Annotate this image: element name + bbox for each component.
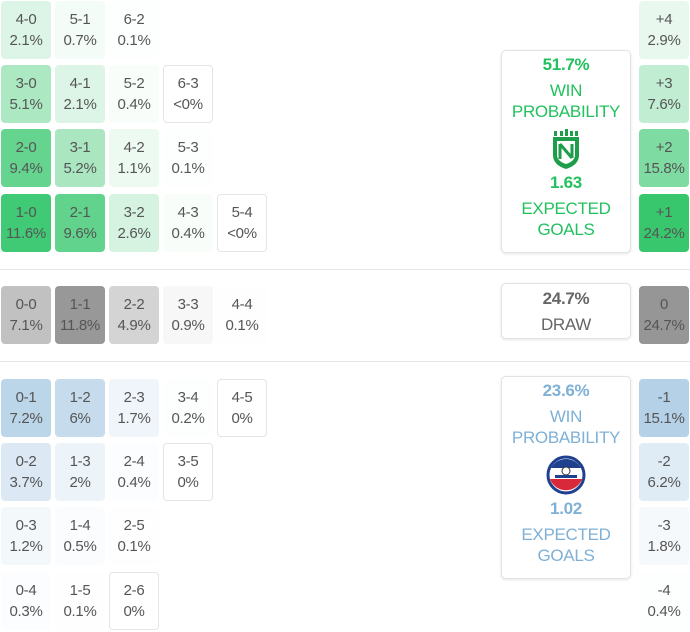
score-cell-3-3: 3-3 0.9% xyxy=(163,286,213,344)
score-cell-0-3: 0-3 1.2% xyxy=(1,507,51,565)
atletico-nacional-crest-icon xyxy=(551,129,581,169)
score-cell-6-2: 6-2 0.1% xyxy=(117,11,151,49)
alianza-club-crest-icon xyxy=(546,455,586,495)
score-cell-3-2: 3-2 2.6% xyxy=(109,194,159,252)
home-win-percentage: 51.7% xyxy=(542,55,590,74)
away-goals-label: GOALS xyxy=(537,546,595,565)
draw-label: DRAW xyxy=(540,314,592,334)
draw-summary-card: 24.7% DRAW xyxy=(501,283,631,339)
separator-bottom xyxy=(0,361,690,362)
score-cell-4-4: 4-4 0.1% xyxy=(225,296,259,334)
score-cell-2-2: 2-2 4.9% xyxy=(109,286,159,344)
score-cell-0-1: 0-1 7.2% xyxy=(1,379,51,437)
margin-cell-plus-3: +3 7.6% xyxy=(639,65,689,123)
away-probability-label: PROBABILITY xyxy=(511,428,621,447)
score-cell-2-4: 2-4 0.4% xyxy=(109,443,159,501)
home-summary-card: 51.7% WIN PROBABILITY 1.63 EXPECTED GOAL… xyxy=(501,50,631,253)
score-cell-2-0: 2-0 9.4% xyxy=(1,129,51,187)
margin-cell-zero: 0 24.7% xyxy=(639,286,689,344)
score-cell-5-2: 5-2 0.4% xyxy=(109,65,159,123)
away-expected-label: EXPECTED xyxy=(521,525,611,544)
score-cell-1-1: 1-1 11.8% xyxy=(55,286,105,344)
margin-cell-minus-2: -2 6.2% xyxy=(639,443,689,501)
home-probability-label: PROBABILITY xyxy=(511,102,621,121)
draw-percentage: 24.7% xyxy=(542,288,590,308)
score-cell-2-5: 2-5 0.1% xyxy=(117,517,151,555)
margin-cell-minus-4: -4 0.4% xyxy=(647,582,681,620)
score-cell-5-1: 5-1 0.7% xyxy=(55,1,105,59)
score-cell-4-5: 4-5 0% xyxy=(217,379,267,437)
home-expected-goals-value: 1.63 xyxy=(550,173,582,192)
home-win-label: WIN xyxy=(549,81,583,100)
margin-cell-minus-3: -3 1.8% xyxy=(639,507,689,565)
score-cell-5-4: 5-4 <0% xyxy=(217,194,267,252)
score-cell-6-3: 6-3 <0% xyxy=(163,65,213,123)
score-cell-0-0: 0-0 7.1% xyxy=(1,286,51,344)
score-cell-4-0: 4-0 2.1% xyxy=(1,1,51,59)
score-cell-0-4: 0-4 0.3% xyxy=(1,572,51,630)
score-cell-1-4: 1-4 0.5% xyxy=(55,507,105,565)
margin-cell-plus-4: +4 2.9% xyxy=(639,1,689,59)
score-cell-4-2: 4-2 1.1% xyxy=(109,129,159,187)
away-expected-goals-value: 1.02 xyxy=(550,499,582,518)
score-cell-0-2: 0-2 3.7% xyxy=(1,443,51,501)
away-win-percentage: 23.6% xyxy=(542,381,590,400)
score-cell-4-3: 4-3 0.4% xyxy=(163,194,213,252)
margin-cell-plus-1: +1 24.2% xyxy=(639,194,689,252)
margin-cell-minus-1: -1 15.1% xyxy=(639,379,689,437)
home-goals-label: GOALS xyxy=(537,220,595,239)
score-cell-3-0: 3-0 5.1% xyxy=(1,65,51,123)
score-cell-1-2: 1-2 6% xyxy=(55,379,105,437)
away-summary-card: 23.6% WIN PROBABILITY 1.02 EXPECTED GOAL… xyxy=(501,376,631,579)
score-cell-2-6: 2-6 0% xyxy=(109,572,159,630)
score-cell-2-3: 2-3 1.7% xyxy=(109,379,159,437)
score-cell-4-1: 4-1 2.1% xyxy=(55,65,105,123)
separator-top xyxy=(0,269,690,270)
score-cell-1-3: 1-3 2% xyxy=(55,443,105,501)
score-cell-3-4: 3-4 0.2% xyxy=(171,389,205,427)
score-cell-5-3: 5-3 0.1% xyxy=(171,139,205,177)
away-win-label: WIN xyxy=(549,407,583,426)
score-cell-1-5: 1-5 0.1% xyxy=(63,582,97,620)
score-cell-2-1: 2-1 9.6% xyxy=(55,194,105,252)
home-expected-label: EXPECTED xyxy=(521,199,611,218)
margin-cell-plus-2: +2 15.8% xyxy=(639,129,689,187)
score-cell-3-1: 3-1 5.2% xyxy=(55,129,105,187)
score-cell-3-5: 3-5 0% xyxy=(163,443,213,501)
score-cell-1-0: 1-0 11.6% xyxy=(1,194,51,252)
